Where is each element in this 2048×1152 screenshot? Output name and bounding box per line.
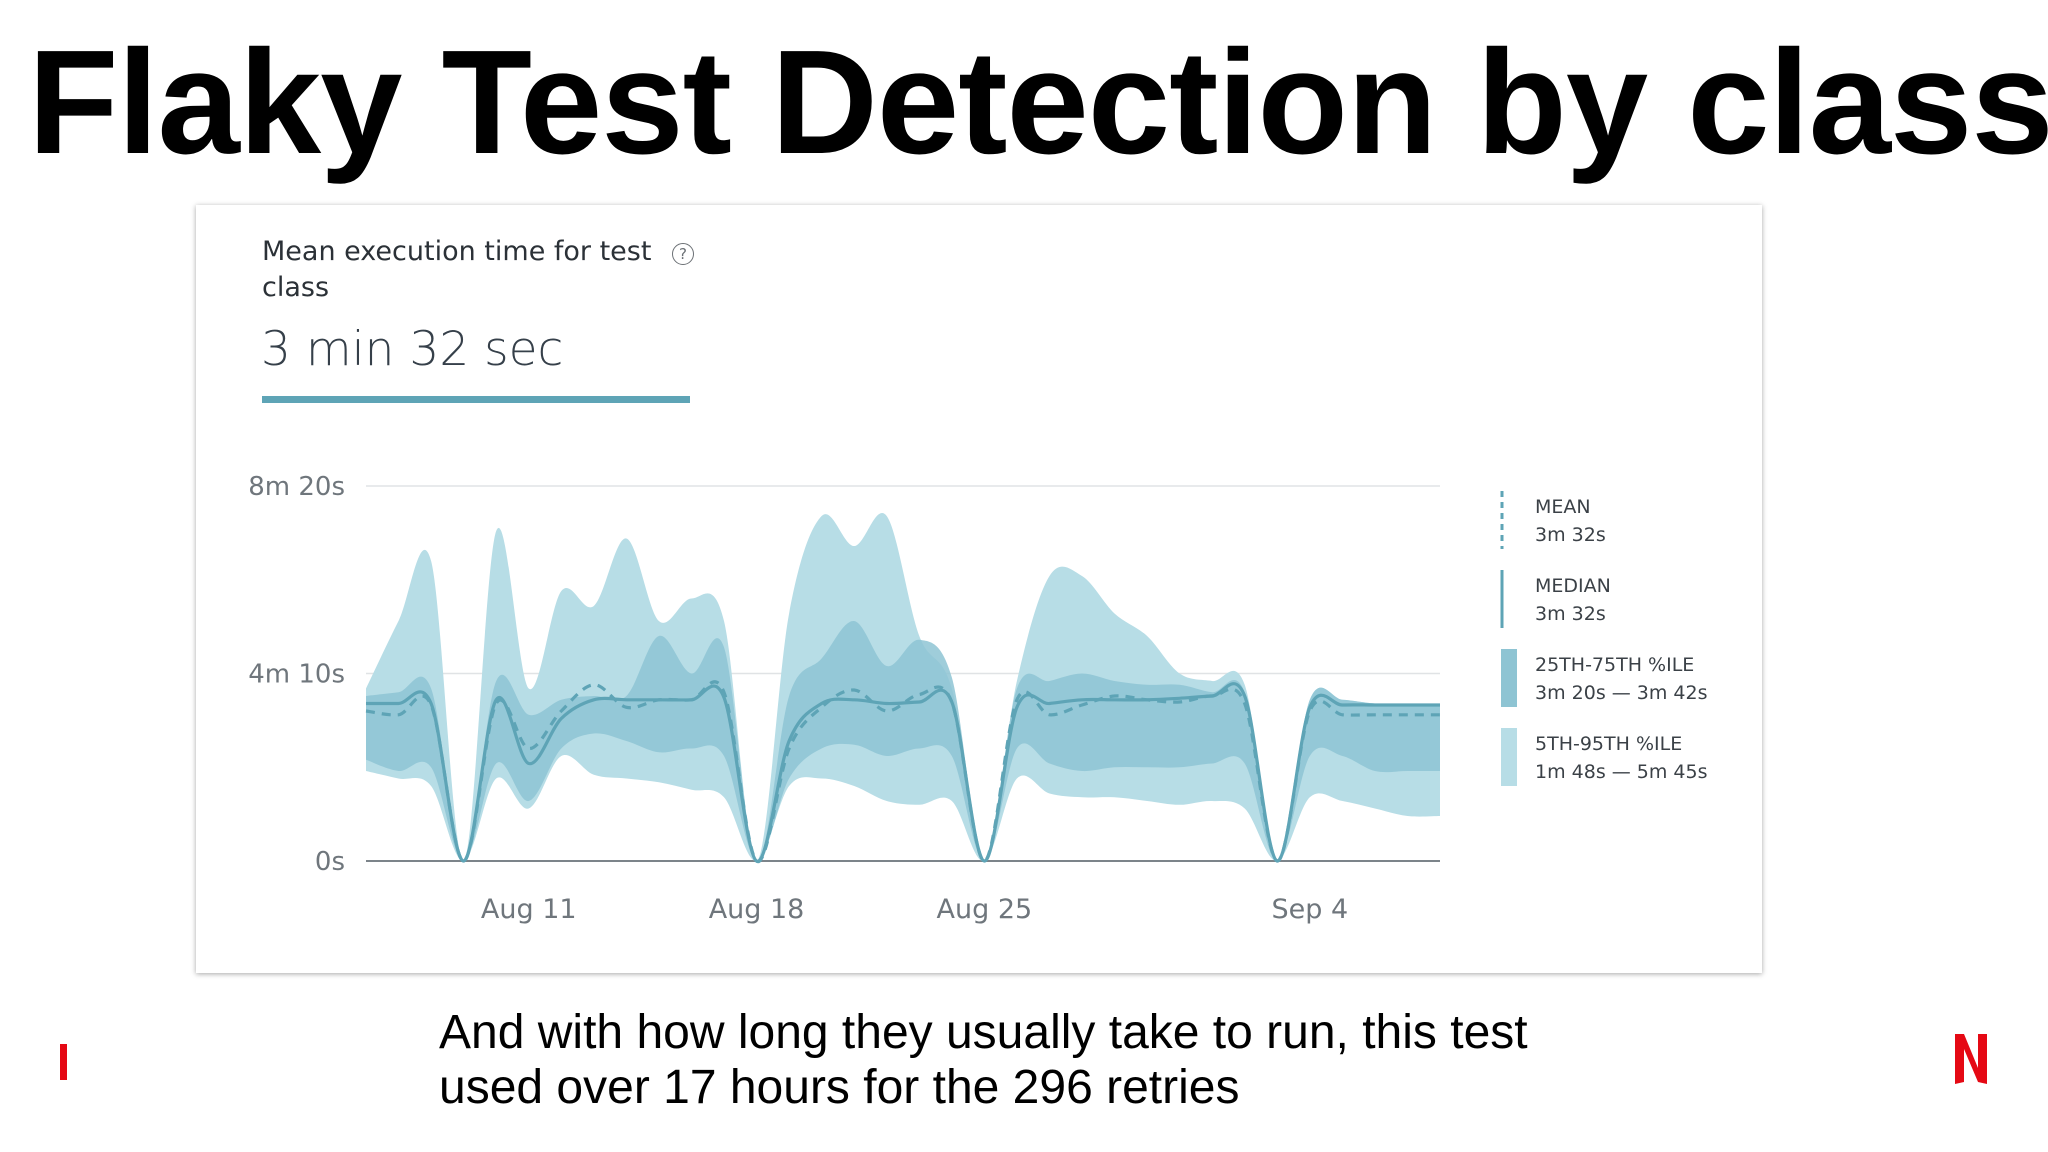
legend-value: 3m 32s xyxy=(1535,524,1606,546)
x-tick-label: Aug 25 xyxy=(937,894,1033,925)
help-icon[interactable]: ? xyxy=(672,243,694,265)
legend-value: 3m 20s — 3m 42s xyxy=(1535,682,1708,704)
netflix-mark-left xyxy=(60,1044,67,1080)
x-tick-label: Sep 4 xyxy=(1271,894,1348,925)
metric-title: Mean execution time for test class xyxy=(262,236,652,303)
caption-line-1: And with how long they usually take to r… xyxy=(439,1006,1528,1059)
legend-band-swatch xyxy=(1501,728,1517,786)
slide-title: Flaky Test Detection by class xyxy=(28,20,2048,185)
legend-label: MEAN xyxy=(1535,496,1591,518)
legend-label: 5TH-95TH %ILE xyxy=(1535,733,1682,755)
netflix-logo-icon xyxy=(1955,1034,1987,1084)
metric-underline xyxy=(262,396,690,403)
y-tick-label: 0s xyxy=(315,847,345,877)
legend-value: 3m 32s xyxy=(1535,603,1606,625)
legend-label: MEDIAN xyxy=(1535,575,1611,597)
metric-value: 3 min 32 sec xyxy=(261,322,564,377)
slide-caption: And with how long they usually take to r… xyxy=(439,1005,1739,1115)
mean-line xyxy=(365,680,1440,863)
x-tick-label: Aug 18 xyxy=(709,894,805,925)
legend-value: 1m 48s — 5m 45s xyxy=(1535,761,1708,783)
x-tick-label: Aug 11 xyxy=(481,894,577,925)
y-tick-label: 4m 10s xyxy=(248,660,345,690)
caption-line-2: used over 17 hours for the 296 retries xyxy=(439,1061,1240,1114)
y-tick-label: 8m 20s xyxy=(248,472,345,502)
legend-band-swatch xyxy=(1501,649,1517,707)
legend-label: 25TH-75TH %ILE xyxy=(1535,654,1694,676)
band-25th-75th xyxy=(366,620,1440,862)
